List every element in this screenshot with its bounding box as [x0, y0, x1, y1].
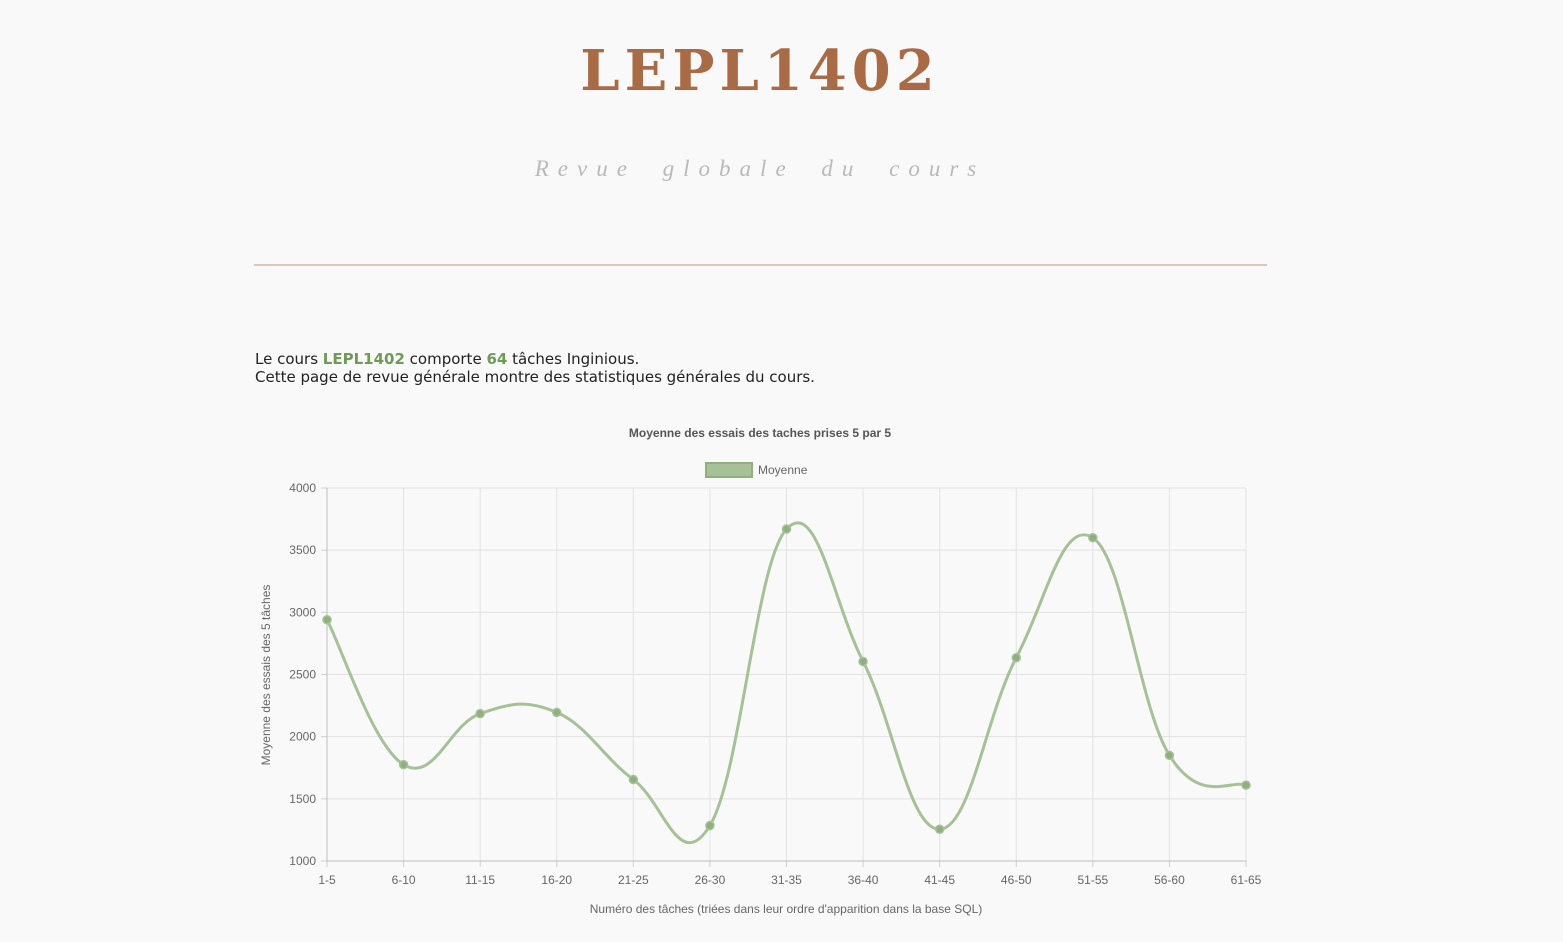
- x-tick-label: 6-10: [392, 873, 416, 887]
- data-point[interactable]: [705, 820, 715, 831]
- data-point[interactable]: [934, 824, 945, 835]
- x-tick-label: 56-60: [1154, 873, 1185, 887]
- data-point[interactable]: [628, 774, 639, 785]
- data-point[interactable]: [552, 707, 562, 718]
- data-point[interactable]: [858, 656, 868, 667]
- data-point[interactable]: [1164, 750, 1175, 761]
- x-tick-label: 16-20: [541, 873, 572, 887]
- chart-title: Moyenne des essais des taches prises 5 p…: [629, 426, 891, 440]
- y-tick-label: 3000: [289, 605, 316, 619]
- intro-prefix: Le cours: [255, 350, 323, 368]
- legend-label: Moyenne: [758, 463, 808, 477]
- y-tick-label: 1500: [289, 792, 316, 806]
- y-tick-label: 3500: [289, 543, 316, 557]
- data-point[interactable]: [1011, 652, 1021, 663]
- course-title: LEPL1402: [580, 38, 940, 104]
- x-tick-label: 36-40: [848, 873, 879, 887]
- y-tick-label: 4000: [289, 481, 316, 495]
- course-subtitle: Revue globale du cours: [534, 156, 986, 181]
- chart-axes: 1000 1500 2000 2500 3000 3500 4000 1-5 6-10 11-15…: [289, 481, 1261, 887]
- x-axis-label: Numéro des tâches (triées dans leur ordr…: [590, 902, 983, 916]
- task-count: 64: [486, 350, 508, 368]
- data-point[interactable]: [781, 524, 792, 534]
- y-tick-label: 1000: [289, 854, 316, 868]
- x-tick-label: 1-5: [318, 873, 336, 887]
- x-tick-label: 21-25: [618, 873, 649, 887]
- y-axis-label: Moyenne des essais des 5 tâches: [259, 585, 273, 766]
- y-tick-label: 2000: [289, 730, 316, 744]
- data-point[interactable]: [1088, 532, 1098, 543]
- x-tick-label: 61-65: [1231, 873, 1262, 887]
- header-divider: [254, 264, 1267, 266]
- x-tick-label: 46-50: [1001, 873, 1032, 887]
- intro-line-2: Cette page de revue générale montre des …: [255, 368, 815, 386]
- intro-line-1: Le cours LEPL1402 comporte 64 tâches Ing…: [255, 350, 815, 368]
- data-point[interactable]: [1241, 780, 1251, 790]
- chart-series: [322, 521, 1251, 844]
- intro-suffix: tâches Inginious.: [507, 350, 640, 368]
- course-code: LEPL1402: [322, 350, 405, 368]
- x-tick-label: 11-15: [465, 873, 495, 887]
- x-tick-label: 26-30: [695, 873, 726, 887]
- chart-grid: [326, 487, 1247, 862]
- x-tick-label: 41-45: [924, 873, 955, 887]
- x-tick-label: 31-35: [771, 873, 802, 887]
- y-tick-label: 2500: [289, 668, 316, 682]
- data-point[interactable]: [398, 759, 409, 770]
- x-tick-label: 51-55: [1077, 873, 1108, 887]
- chart-legend[interactable]: Moyenne: [705, 462, 808, 478]
- intro-text: Le cours LEPL1402 comporte 64 tâches Ing…: [255, 350, 815, 386]
- legend-swatch: [705, 462, 753, 478]
- intro-middle: comporte: [404, 350, 487, 368]
- data-point[interactable]: [475, 708, 485, 719]
- data-point[interactable]: [322, 615, 332, 625]
